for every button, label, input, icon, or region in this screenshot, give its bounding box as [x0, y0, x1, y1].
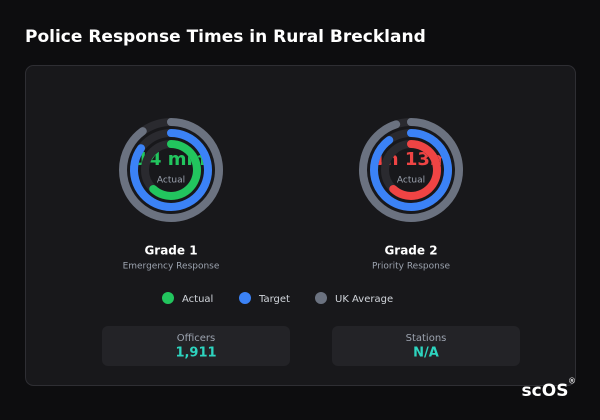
legend-dot	[162, 292, 174, 304]
legend-label: UK Average	[335, 294, 393, 305]
gauge-caption: Actual	[157, 176, 185, 186]
ring-arc	[149, 140, 201, 200]
gauge-name: Grade 1	[144, 244, 197, 258]
legend-dot	[239, 292, 251, 304]
legend-dot	[315, 292, 327, 304]
gauge-subtitle: Emergency Response	[123, 262, 220, 272]
ring-arc	[359, 118, 463, 222]
stat-label: Stations	[406, 333, 447, 344]
gauge-caption: Actual	[397, 176, 425, 186]
stat-label: Officers	[177, 333, 216, 344]
brand: scOS	[522, 381, 569, 401]
stat-box	[332, 326, 520, 366]
legend-label: Target	[258, 294, 290, 305]
gauge-name: Grade 2	[384, 244, 437, 258]
gauge-subtitle: Priority Response	[372, 262, 451, 272]
legend-label: Actual	[182, 294, 213, 305]
brand-mark: ®	[568, 377, 576, 386]
stat-box	[102, 326, 290, 366]
ring-arc	[119, 118, 223, 222]
stat-value: N/A	[413, 346, 439, 361]
title: Police Response Times in Rural Breckland	[25, 27, 426, 47]
ring-arc	[130, 129, 212, 211]
ring-arc	[389, 140, 441, 200]
stat-value: 1,911	[175, 346, 216, 361]
ring-arc	[370, 129, 452, 211]
